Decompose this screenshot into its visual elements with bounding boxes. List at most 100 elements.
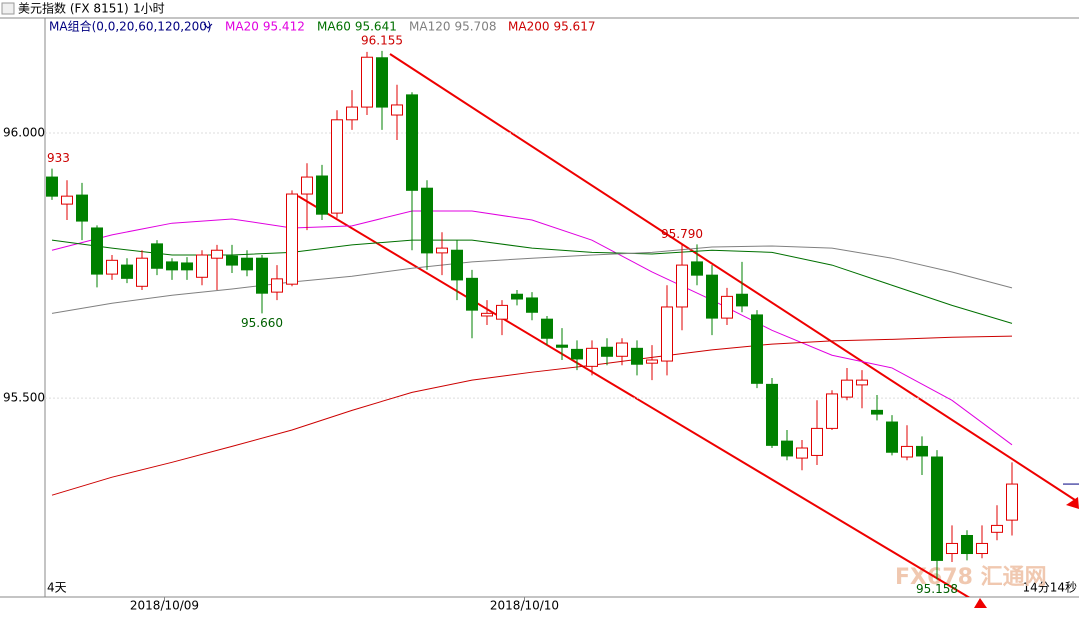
candle-body [841,379,853,398]
candle-body [601,346,613,357]
ma-line [51,210,1013,446]
extreme-label: 96.155 [361,33,403,47]
x-tick-label: 2018/10/09 [130,599,199,613]
legend-value: 95.617 [553,20,595,34]
candle-body [196,254,208,278]
dropdown[interactable] [203,23,213,29]
arrow [1066,497,1079,509]
candle-body [91,227,103,275]
candle-body [301,176,313,195]
candle-body [361,56,373,108]
candle-body [751,314,763,384]
x-tick-label: 2018/10/10 [490,599,559,613]
candle-body [331,119,343,214]
extreme-label: 95.790 [661,227,703,241]
legend-title: MA组合(0,0,20,60,120,200) [49,19,212,34]
candle-body [511,293,523,300]
candle-body [106,259,118,275]
candle-body [946,542,958,555]
timer: 14分14秒 [1022,581,1077,595]
candle-body [616,342,628,357]
trendline [389,53,1076,501]
candle-body [691,261,703,276]
legend-name: MA20 [225,20,259,34]
legend-name: MA120 [409,20,450,34]
candle-body [496,304,508,320]
candle-body [886,421,898,453]
candle-body [316,175,328,215]
arrow [974,598,987,608]
y-tick-label: 95.500 [3,391,45,405]
candle-body [766,383,778,446]
candle-body [346,106,358,121]
candle-body [796,447,808,459]
candle-body [661,306,673,362]
candle-body [1006,483,1018,521]
candle-body [46,176,58,197]
candle-body [451,249,463,281]
legend-value: 95.708 [454,20,496,34]
candle-body [976,542,988,555]
candle-body [856,379,868,386]
candle-body [421,187,433,254]
candle-body [916,445,928,457]
candle-body [826,393,838,429]
candle-body [736,293,748,307]
candle-body [406,94,418,191]
candle-body [571,348,583,360]
candle-body [721,295,733,319]
trendline [297,195,971,597]
legend-value: 95.412 [263,20,305,34]
candle-body [541,318,553,339]
extreme-label: 933 [47,151,70,165]
candle-body [931,456,943,561]
candle-body [781,440,793,457]
candle-body [226,255,238,266]
candle-body [646,359,658,364]
candle-body [481,312,493,317]
candle-body [151,243,163,269]
candle-body [466,277,478,311]
candle-body [811,427,823,456]
range-label: 4天 [47,581,67,595]
candle-body [436,247,448,254]
candle-body [241,257,253,271]
icon [1,2,15,15]
candle-body [391,104,403,116]
title: 美元指数 (FX 8151) [18,1,129,16]
candle-body [901,445,913,458]
legend-value: 95.641 [355,20,397,34]
candle-body [991,524,1003,533]
candle-body [61,195,73,205]
ma-line [51,245,1013,314]
trendlines [297,53,1076,597]
candle-body [76,194,88,222]
candle-body [256,257,268,294]
plot [45,50,1079,580]
candle-body [166,261,178,271]
y-tick-label: 96.000 [3,126,45,140]
candle-body [211,249,223,259]
candle-body [586,347,598,367]
candle-body [556,344,568,348]
candle-body [526,297,538,313]
period[interactable]: 1小时 [133,2,165,16]
extreme-label: 95.158 [916,582,958,596]
ma-line [51,335,1013,496]
extreme-label: 95.660 [241,316,283,330]
candle-body [631,347,643,365]
legend-name: MA200 [508,20,549,34]
candle-body [271,278,283,293]
candle-body [121,264,133,279]
candle-body [676,264,688,308]
candle-body [136,257,148,287]
candle-body [706,274,718,319]
legend-name: MA60 [317,20,351,34]
candle-body [376,57,388,108]
candle-body [286,193,298,285]
candle-body [181,262,193,271]
candle-body [871,409,883,415]
candle-body [961,534,973,555]
